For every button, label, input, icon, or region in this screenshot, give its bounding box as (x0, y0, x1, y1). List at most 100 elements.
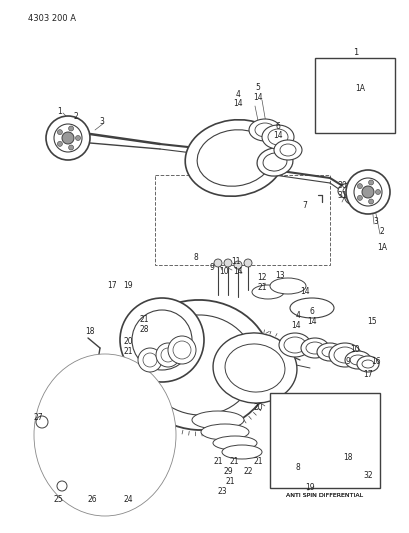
Circle shape (143, 353, 157, 367)
Circle shape (234, 261, 241, 269)
Text: 10: 10 (349, 345, 359, 354)
Text: 21: 21 (229, 457, 238, 466)
Ellipse shape (50, 371, 160, 499)
Text: 14: 14 (233, 268, 242, 277)
Ellipse shape (270, 278, 305, 294)
Ellipse shape (361, 360, 373, 368)
Text: 21: 21 (225, 478, 234, 487)
Ellipse shape (344, 191, 364, 205)
Text: 2: 2 (379, 228, 384, 237)
Circle shape (292, 408, 356, 472)
Circle shape (75, 135, 80, 141)
Circle shape (68, 145, 73, 150)
Circle shape (338, 101, 343, 106)
Text: 14: 14 (290, 321, 300, 330)
Bar (314, 58, 394, 133)
Circle shape (375, 190, 380, 195)
Ellipse shape (254, 123, 274, 137)
Text: 5: 5 (255, 83, 260, 92)
Circle shape (120, 298, 204, 382)
Text: 4: 4 (295, 311, 300, 320)
Circle shape (325, 70, 377, 122)
Ellipse shape (267, 129, 287, 145)
Text: 20: 20 (253, 403, 262, 413)
Circle shape (57, 481, 67, 491)
Text: 9: 9 (345, 358, 350, 367)
Text: 4303 200 A: 4303 200 A (28, 14, 76, 23)
Ellipse shape (278, 333, 310, 357)
Text: 24: 24 (123, 496, 133, 505)
Circle shape (62, 132, 74, 144)
Ellipse shape (221, 445, 261, 459)
Circle shape (138, 348, 162, 372)
Text: 19: 19 (123, 280, 133, 289)
Text: 12: 12 (256, 273, 266, 282)
Text: 6: 6 (275, 122, 280, 131)
Text: 7: 7 (302, 201, 307, 211)
Ellipse shape (248, 119, 280, 141)
Circle shape (312, 450, 320, 458)
Text: 26: 26 (87, 496, 97, 505)
Text: 21: 21 (139, 316, 148, 325)
Text: 10: 10 (219, 268, 228, 277)
Ellipse shape (225, 344, 284, 392)
Ellipse shape (34, 354, 175, 516)
Circle shape (302, 418, 346, 462)
Text: 14: 14 (253, 93, 262, 101)
Bar (270, 393, 379, 488)
Text: 21: 21 (256, 284, 266, 293)
Circle shape (57, 141, 62, 147)
Text: 29: 29 (222, 467, 232, 477)
Circle shape (357, 184, 362, 189)
Circle shape (132, 310, 191, 370)
Text: 14: 14 (233, 99, 242, 108)
Ellipse shape (256, 148, 292, 176)
Circle shape (345, 170, 389, 214)
Circle shape (173, 341, 191, 359)
Circle shape (243, 259, 252, 267)
Circle shape (161, 348, 175, 362)
Text: 18: 18 (85, 327, 94, 336)
Circle shape (368, 180, 373, 185)
Text: 15: 15 (366, 318, 376, 327)
Text: 27: 27 (33, 414, 43, 423)
Circle shape (362, 93, 366, 99)
Circle shape (361, 186, 373, 198)
Ellipse shape (316, 343, 342, 361)
Text: 19: 19 (304, 483, 314, 492)
Ellipse shape (337, 183, 361, 199)
Circle shape (54, 124, 82, 152)
Text: 22: 22 (243, 467, 252, 477)
Circle shape (343, 88, 359, 104)
Circle shape (46, 116, 90, 160)
Circle shape (328, 422, 336, 430)
Text: 13: 13 (274, 271, 284, 280)
Text: 8: 8 (295, 464, 300, 472)
Text: 18: 18 (342, 454, 352, 463)
Ellipse shape (273, 140, 301, 160)
Text: ANTI SPIN DIFFERENTIAL: ANTI SPIN DIFFERENTIAL (286, 494, 363, 498)
Ellipse shape (213, 333, 296, 403)
Ellipse shape (263, 153, 286, 171)
Circle shape (338, 86, 343, 91)
Text: 17: 17 (107, 280, 117, 289)
Ellipse shape (342, 186, 356, 196)
Ellipse shape (37, 357, 173, 513)
Circle shape (213, 259, 221, 267)
Text: 4: 4 (235, 90, 240, 99)
Circle shape (336, 436, 344, 444)
Circle shape (312, 422, 320, 430)
Circle shape (353, 106, 357, 111)
Text: 32: 32 (362, 472, 372, 481)
Circle shape (328, 450, 336, 458)
Text: 8: 8 (193, 254, 198, 262)
Text: 2: 2 (74, 111, 78, 120)
Text: 21: 21 (213, 457, 222, 466)
Ellipse shape (200, 424, 248, 440)
Text: 25: 25 (53, 496, 63, 505)
Text: 28: 28 (139, 326, 148, 335)
Text: 21: 21 (123, 348, 133, 357)
Text: 16: 16 (370, 358, 380, 367)
Ellipse shape (321, 347, 337, 357)
Circle shape (36, 416, 48, 428)
